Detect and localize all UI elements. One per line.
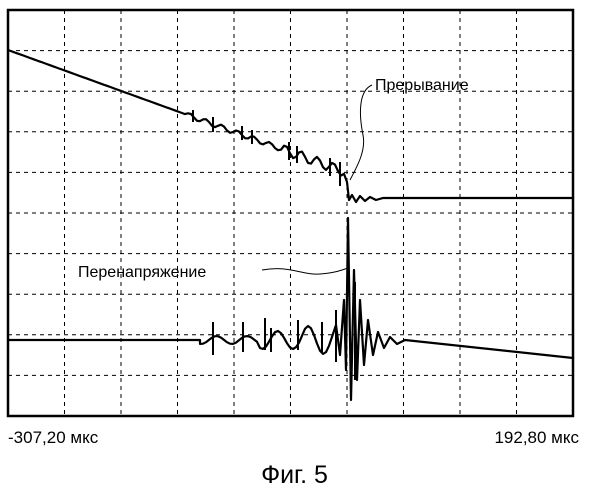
figure-caption: Фиг. 5 — [0, 461, 589, 490]
traces — [8, 50, 573, 400]
x-axis-min-label: -307,20 мкс — [8, 428, 98, 448]
leader-interruption — [350, 85, 372, 180]
annotation-overvoltage: Перенапряжение — [78, 264, 206, 281]
grid — [8, 10, 573, 416]
annotation-interruption: Прерывание — [375, 77, 469, 94]
x-axis-max-label: 192,80 мкс — [494, 428, 579, 448]
leader-overvoltage — [262, 268, 348, 274]
